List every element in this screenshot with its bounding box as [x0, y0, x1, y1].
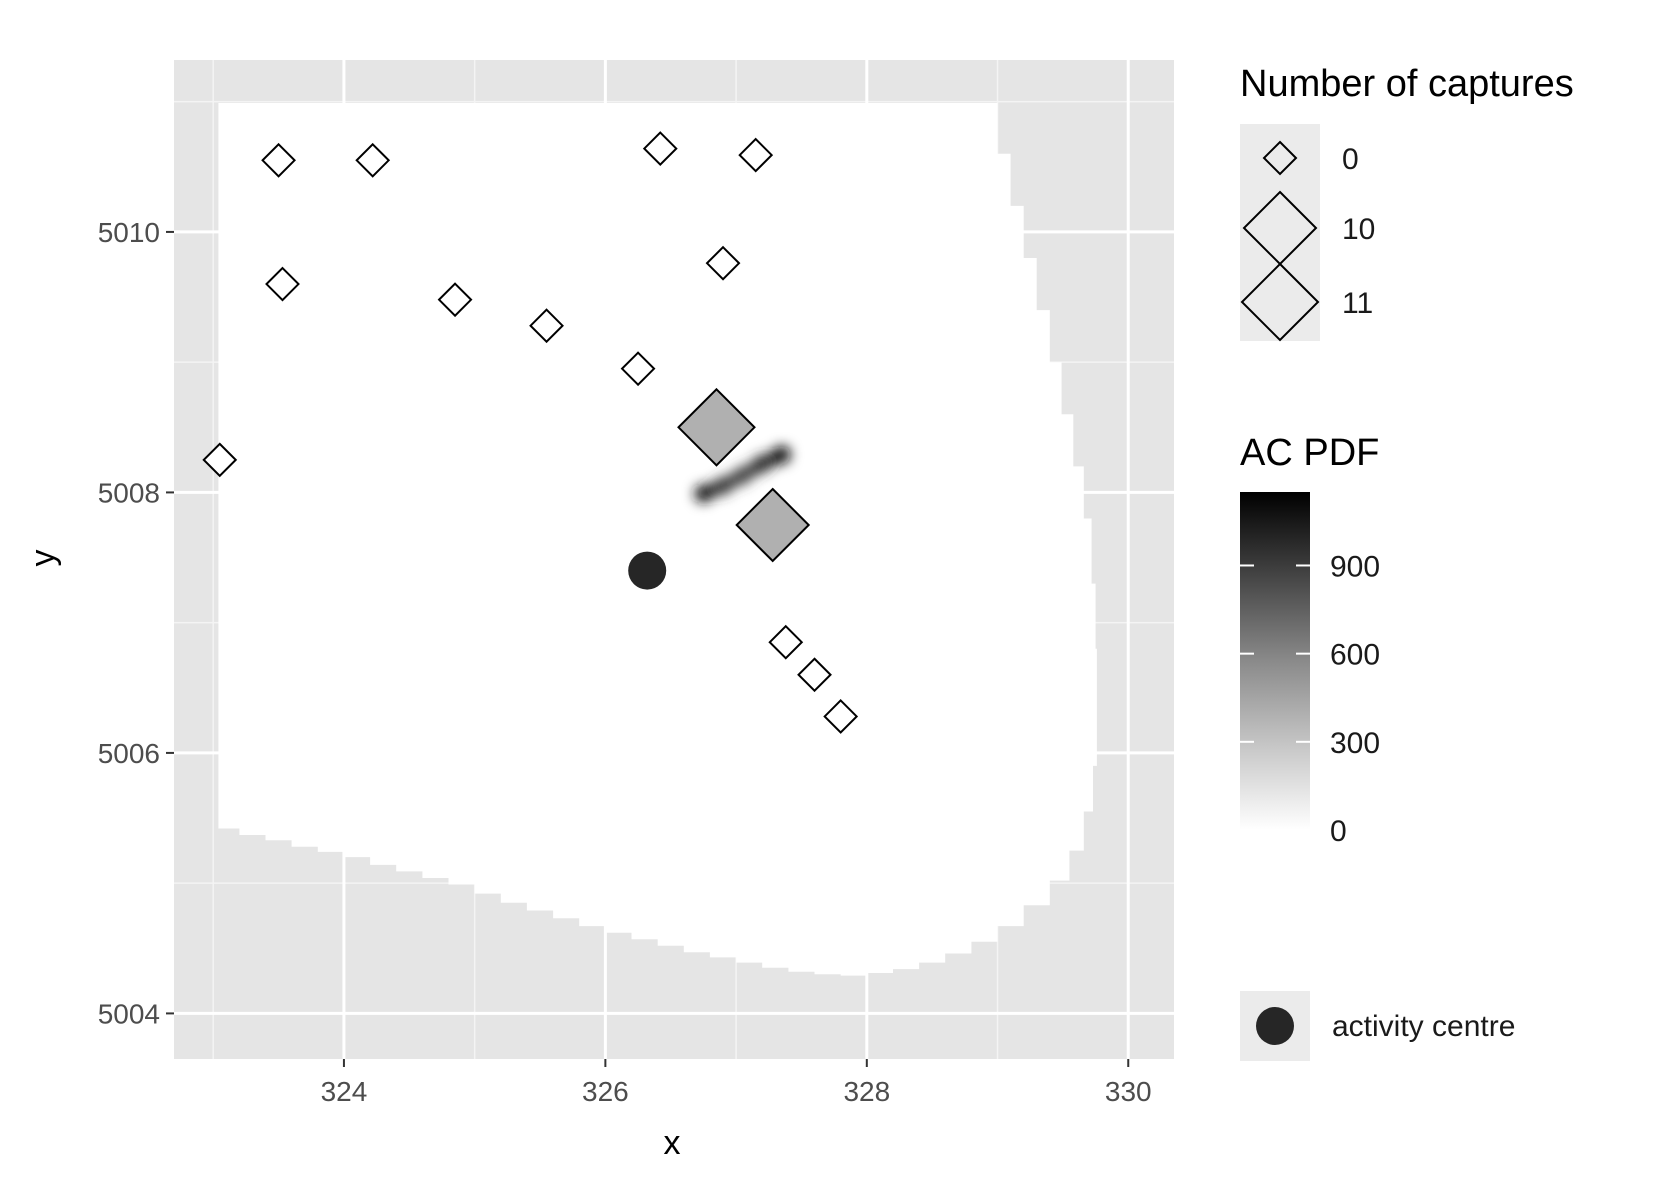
detector-marker: [677, 387, 756, 467]
detector-marker: [823, 699, 859, 734]
detector-marker: [735, 487, 811, 563]
captures-legend-symbol: [1240, 262, 1320, 342]
y-axis: 5004 5006 5008 5010: [98, 217, 174, 1029]
detector-marker: [620, 351, 656, 387]
activity-centre-legend-symbol: [1256, 1007, 1294, 1045]
x-tick-label: 330: [1105, 1076, 1152, 1107]
captures-legend-label: 0: [1342, 143, 1359, 176]
captures-legend: Number of captures 0 10 11: [1240, 63, 1574, 342]
ac-pdf-peak: [714, 476, 733, 495]
x-tick-label: 326: [582, 1076, 629, 1107]
ac-pdf-legend: AC PDF 0 300 600 900: [1240, 432, 1380, 848]
x-tick-label: 324: [321, 1076, 368, 1107]
activity-centre-point: [628, 551, 667, 590]
y-tick-label: 5004: [98, 998, 160, 1029]
detector-marker: [705, 245, 741, 281]
detector-marker: [261, 142, 296, 178]
colorbar-tick-label: 900: [1330, 550, 1380, 583]
detector-marker: [202, 442, 238, 478]
ac-pdf-peak: [753, 454, 772, 473]
y-tick-label: 5006: [98, 738, 160, 769]
x-tick-label: 328: [843, 1076, 890, 1107]
captures-legend-symbol: [1262, 140, 1298, 176]
x-axis: 324 326 328 330: [321, 1059, 1152, 1107]
detector-marker: [642, 131, 678, 166]
y-tick-label: 5008: [98, 477, 160, 508]
x-axis-title: x: [664, 1124, 681, 1162]
captures-legend-label: 11: [1342, 287, 1373, 320]
detector-marker: [265, 266, 300, 302]
colorbar-tick-label: 300: [1330, 727, 1380, 760]
detector-marker: [797, 657, 832, 693]
detector-marker: [437, 282, 473, 318]
ac-pdf-peak: [772, 445, 791, 464]
y-axis-title: y: [24, 550, 62, 567]
colorbar-tick-label: 0: [1330, 815, 1347, 848]
captures-legend-title: Number of captures: [1240, 63, 1574, 105]
activity-centre-legend-label: activity centre: [1332, 1010, 1515, 1043]
ac-pdf-colorbar: [1240, 492, 1310, 830]
detector-marker: [768, 624, 804, 660]
captures-legend-label: 10: [1342, 213, 1375, 246]
detector-marker: [738, 137, 774, 173]
detector-marker: [355, 142, 391, 178]
colorbar-tick-label: 600: [1330, 639, 1380, 672]
ac-pdf-peak: [694, 484, 713, 503]
ac-pdf-legend-title: AC PDF: [1240, 432, 1379, 474]
detector-layer: [202, 131, 859, 734]
y-tick-label: 5010: [98, 217, 160, 248]
ac-pdf-ridge: [694, 445, 791, 503]
captures-legend-keys: [1240, 124, 1320, 341]
activity-centre-legend: activity centre: [1240, 991, 1515, 1061]
ac-pdf-peak: [733, 466, 752, 485]
habitat-mask: [218, 103, 1097, 976]
detector-marker: [529, 308, 564, 344]
